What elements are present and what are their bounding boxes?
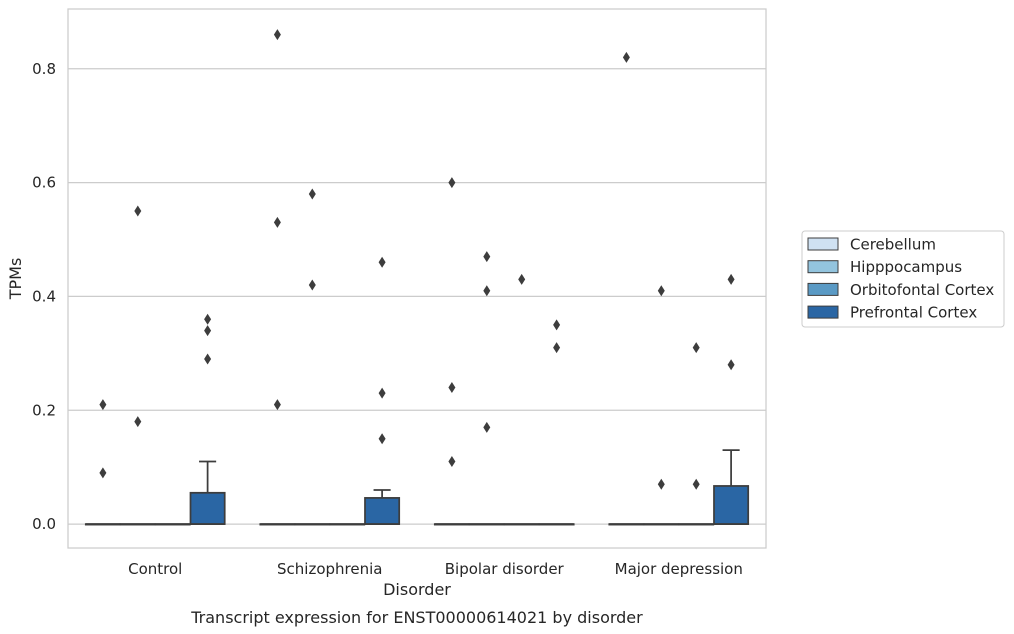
- plot-frame: [67, 8, 767, 549]
- grid-lines: [68, 68, 766, 525]
- outlier-point: [378, 433, 386, 445]
- legend-item: Cerebellum: [807, 236, 936, 254]
- legend-label: Orbitofontal Cortex: [850, 281, 994, 299]
- outlier-point: [204, 353, 212, 365]
- outlier-point: [273, 29, 281, 41]
- box-body: [713, 485, 750, 525]
- y-tick-label: 0.4: [32, 287, 56, 305]
- chart-title: Transcript expression for ENST0000061402…: [190, 608, 643, 627]
- x-tick-label: Bipolar disorder: [445, 560, 565, 578]
- legend-swatch: [807, 305, 839, 319]
- box-prefrontal-cortex: [713, 449, 750, 525]
- box-hipppocampus: [468, 523, 505, 526]
- outlier-point: [448, 381, 456, 393]
- outlier-point: [657, 478, 665, 490]
- outlier-point: [204, 325, 212, 337]
- outlier-point: [273, 216, 281, 228]
- outlier-point: [378, 256, 386, 268]
- y-axis-label: TPMs: [6, 258, 25, 301]
- outlier-point: [553, 319, 561, 331]
- x-axis-label: Disorder: [383, 580, 451, 599]
- outlier-point: [483, 421, 491, 433]
- outlier-point: [134, 416, 142, 428]
- box-orbitofontal-cortex: [329, 523, 366, 526]
- outlier-point: [553, 342, 561, 354]
- outlier-points: [99, 29, 735, 490]
- outlier-point: [692, 478, 700, 490]
- box-prefrontal-cortex: [364, 489, 401, 525]
- y-tick-label: 0.2: [32, 401, 56, 419]
- x-tick-label: Schizophrenia: [277, 560, 382, 578]
- box-cerebellum: [259, 523, 296, 526]
- outlier-point: [273, 399, 281, 411]
- legend-item: Orbitofontal Cortex: [807, 281, 994, 299]
- legend: Cerebellum Hipppocampus Orbitofontal Corte…: [801, 230, 1005, 328]
- outlier-point: [204, 313, 212, 325]
- y-tick-label: 0.6: [32, 174, 56, 192]
- outlier-point: [622, 51, 630, 63]
- legend-swatch: [807, 282, 839, 296]
- box-orbitofontal-cortex: [503, 523, 540, 526]
- outlier-point: [448, 455, 456, 467]
- x-tick-labels: Control Schizophrenia Bipolar disorder Majo…: [128, 560, 743, 578]
- legend-label: Prefrontal Cortex: [850, 304, 977, 322]
- outlier-point: [727, 359, 735, 371]
- outlier-point: [483, 285, 491, 297]
- legend-frame: [801, 230, 1005, 328]
- box-prefrontal-cortex: [189, 460, 226, 525]
- box-hipppocampus: [294, 523, 331, 526]
- outlier-point: [99, 467, 107, 479]
- outlier-point: [308, 279, 316, 291]
- y-tick-labels: 0.0 0.2 0.4 0.6 0.8: [32, 60, 56, 533]
- box-plots: [84, 449, 750, 526]
- x-tick-label: Major depression: [615, 560, 743, 578]
- outlier-point: [518, 273, 526, 285]
- x-tick-label: Control: [128, 560, 182, 578]
- legend-swatch: [807, 260, 839, 274]
- box-cerebellum: [433, 523, 470, 526]
- legend-item: Prefrontal Cortex: [807, 304, 977, 322]
- legend-item: Hipppocampus: [807, 258, 962, 276]
- outlier-point: [378, 387, 386, 399]
- outlier-point: [657, 285, 665, 297]
- box-orbitofontal-cortex: [678, 523, 715, 526]
- outlier-point: [483, 251, 491, 263]
- box-prefrontal-cortex: [538, 523, 575, 526]
- outlier-point: [448, 177, 456, 189]
- y-tick-label: 0.8: [32, 60, 56, 78]
- box-orbitofontal-cortex: [154, 523, 191, 526]
- box-body: [364, 497, 401, 525]
- outlier-point: [99, 399, 107, 411]
- box-hipppocampus: [119, 523, 156, 526]
- box-body: [189, 491, 226, 525]
- outlier-point: [692, 342, 700, 354]
- legend-label: Cerebellum: [850, 236, 936, 254]
- box-hipppocampus: [643, 523, 680, 526]
- outlier-point: [308, 188, 316, 200]
- box-cerebellum: [84, 523, 121, 526]
- box-cerebellum: [608, 523, 645, 526]
- y-tick-label: 0.0: [32, 515, 56, 533]
- legend-label: Hipppocampus: [850, 258, 962, 276]
- outlier-point: [727, 273, 735, 285]
- outlier-point: [134, 205, 142, 217]
- legend-swatch: [807, 237, 839, 251]
